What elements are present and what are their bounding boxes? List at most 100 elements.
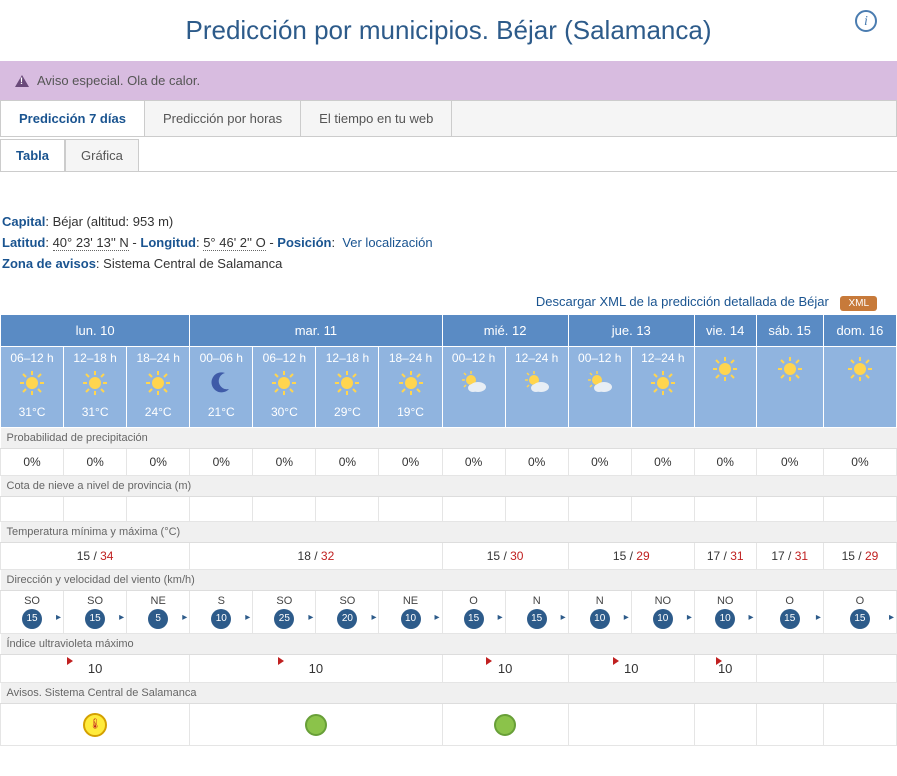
period-temp — [759, 387, 821, 395]
sun-icon — [846, 355, 874, 383]
ver-localizacion-link[interactable]: Ver localización — [342, 235, 432, 250]
row-label-temp: Temperatura mínima y máxima (°C) — [1, 522, 897, 543]
period-hours: 12–18 h — [66, 351, 124, 365]
snow-cell — [316, 497, 379, 522]
period-temp — [634, 401, 692, 409]
period-hours: 00–12 h — [571, 351, 629, 365]
snow-cell — [442, 497, 505, 522]
day-header: sáb. 15 — [756, 315, 823, 347]
period-hours: 18–24 h — [381, 351, 439, 365]
snow-cell — [631, 497, 694, 522]
period-hours: 18–24 h — [129, 351, 187, 365]
period-temp — [826, 387, 894, 395]
precip-cell: 0% — [823, 449, 896, 476]
wind-dir: O — [445, 595, 503, 607]
snow-cell — [64, 497, 127, 522]
snow-cell — [379, 497, 442, 522]
period-cell — [823, 347, 896, 428]
period-cell: 00–12 h — [442, 347, 505, 428]
period-temp: 31°C — [66, 401, 124, 423]
wind-speed-badge: 20 — [337, 609, 357, 629]
wind-cell: NE 5 ▸ — [127, 591, 190, 634]
aviso-cell — [568, 704, 694, 746]
precip-cell: 0% — [190, 449, 253, 476]
alert-bar[interactable]: Aviso especial. Ola de calor. — [0, 61, 897, 100]
period-cell: 12–24 h — [505, 347, 568, 428]
wind-dir: S — [192, 595, 250, 607]
wind-cell: NO 10 ▸ — [694, 591, 756, 634]
tabs-main: Predicción 7 días Predicción por horas E… — [0, 100, 897, 137]
wind-arrow-icon: ▸ — [816, 612, 821, 623]
xml-link[interactable]: Descargar XML de la predicción detallada… — [536, 294, 829, 309]
uv-flag-icon — [716, 657, 722, 665]
precip-cell: 0% — [253, 449, 316, 476]
aviso-yellow-icon: 🌡 — [83, 713, 107, 737]
capital-label: Capital — [2, 214, 45, 229]
wind-arrow-icon: ▸ — [435, 612, 440, 623]
tabs-sub: Tabla Gráfica — [0, 139, 897, 172]
partcloud-icon — [523, 369, 551, 397]
period-hours: 12–18 h — [318, 351, 376, 365]
wind-arrow-icon: ▸ — [561, 612, 566, 623]
xml-badge[interactable]: XML — [840, 296, 877, 311]
period-cell: 12–18 h 31°C — [64, 347, 127, 428]
tab-prediccion-horas[interactable]: Predicción por horas — [145, 101, 301, 136]
wind-speed-badge: 15 — [464, 609, 484, 629]
precip-cell: 0% — [505, 449, 568, 476]
period-cell: 18–24 h 24°C — [127, 347, 190, 428]
period-cell: 06–12 h 30°C — [253, 347, 316, 428]
snow-cell — [823, 497, 896, 522]
row-label-snow: Cota de nieve a nivel de provincia (m) — [1, 476, 897, 497]
tab-tiempo-web[interactable]: El tiempo en tu web — [301, 101, 452, 136]
capital-value: : Béjar (altitud: 953 m) — [45, 214, 173, 229]
info-icon[interactable]: i — [855, 10, 877, 32]
sun-icon — [333, 369, 361, 397]
period-temp — [571, 401, 629, 409]
day-header: mié. 12 — [442, 315, 568, 347]
wind-dir: SO — [66, 595, 124, 607]
precip-cell: 0% — [631, 449, 694, 476]
lon-value: 5° 46' 2'' O — [203, 235, 266, 251]
snow-cell — [568, 497, 631, 522]
temp-cell: 18 / 32 — [190, 543, 442, 570]
period-cell — [756, 347, 823, 428]
uv-cell: 10 — [190, 655, 442, 683]
period-cell: 00–06 h 21°C — [190, 347, 253, 428]
wind-speed-badge: 10 — [590, 609, 610, 629]
sun-icon — [144, 369, 172, 397]
moon-icon — [207, 369, 235, 397]
wind-dir: NE — [129, 595, 187, 607]
uv-cell: 10 — [442, 655, 568, 683]
day-header: dom. 16 — [823, 315, 896, 347]
period-hours: 12–24 h — [508, 351, 566, 365]
sun-icon — [649, 369, 677, 397]
precip-cell: 0% — [127, 449, 190, 476]
precip-cell: 0% — [64, 449, 127, 476]
precip-cell: 0% — [379, 449, 442, 476]
aviso-green-icon — [305, 714, 327, 736]
tab-grafica[interactable]: Gráfica — [65, 139, 139, 171]
alert-text: Aviso especial. Ola de calor. — [37, 73, 200, 88]
period-hours: 06–12 h — [255, 351, 313, 365]
period-hours: 06–12 h — [3, 351, 61, 365]
wind-arrow-icon: ▸ — [245, 612, 250, 623]
wind-speed-badge: 10 — [715, 609, 735, 629]
tab-prediccion-7dias[interactable]: Predicción 7 días — [1, 101, 145, 136]
wind-speed-badge: 15 — [780, 609, 800, 629]
temp-cell: 17 / 31 — [756, 543, 823, 570]
day-header: lun. 10 — [1, 315, 190, 347]
zona-label: Zona de avisos — [2, 256, 96, 271]
period-temp: 24°C — [129, 401, 187, 423]
forecast-table: lun. 10mar. 11mié. 12jue. 13vie. 14sáb. … — [0, 314, 897, 746]
partcloud-icon — [460, 369, 488, 397]
wind-dir: NO — [634, 595, 692, 607]
period-cell: 18–24 h 19°C — [379, 347, 442, 428]
day-header: mar. 11 — [190, 315, 442, 347]
row-label-wind: Dirección y velocidad del viento (km/h) — [1, 570, 897, 591]
wind-speed-badge: 25 — [274, 609, 294, 629]
period-cell: 12–18 h 29°C — [316, 347, 379, 428]
wind-cell: SO 20 ▸ — [316, 591, 379, 634]
tab-tabla[interactable]: Tabla — [0, 139, 65, 171]
period-temp — [508, 401, 566, 409]
period-cell — [694, 347, 756, 428]
